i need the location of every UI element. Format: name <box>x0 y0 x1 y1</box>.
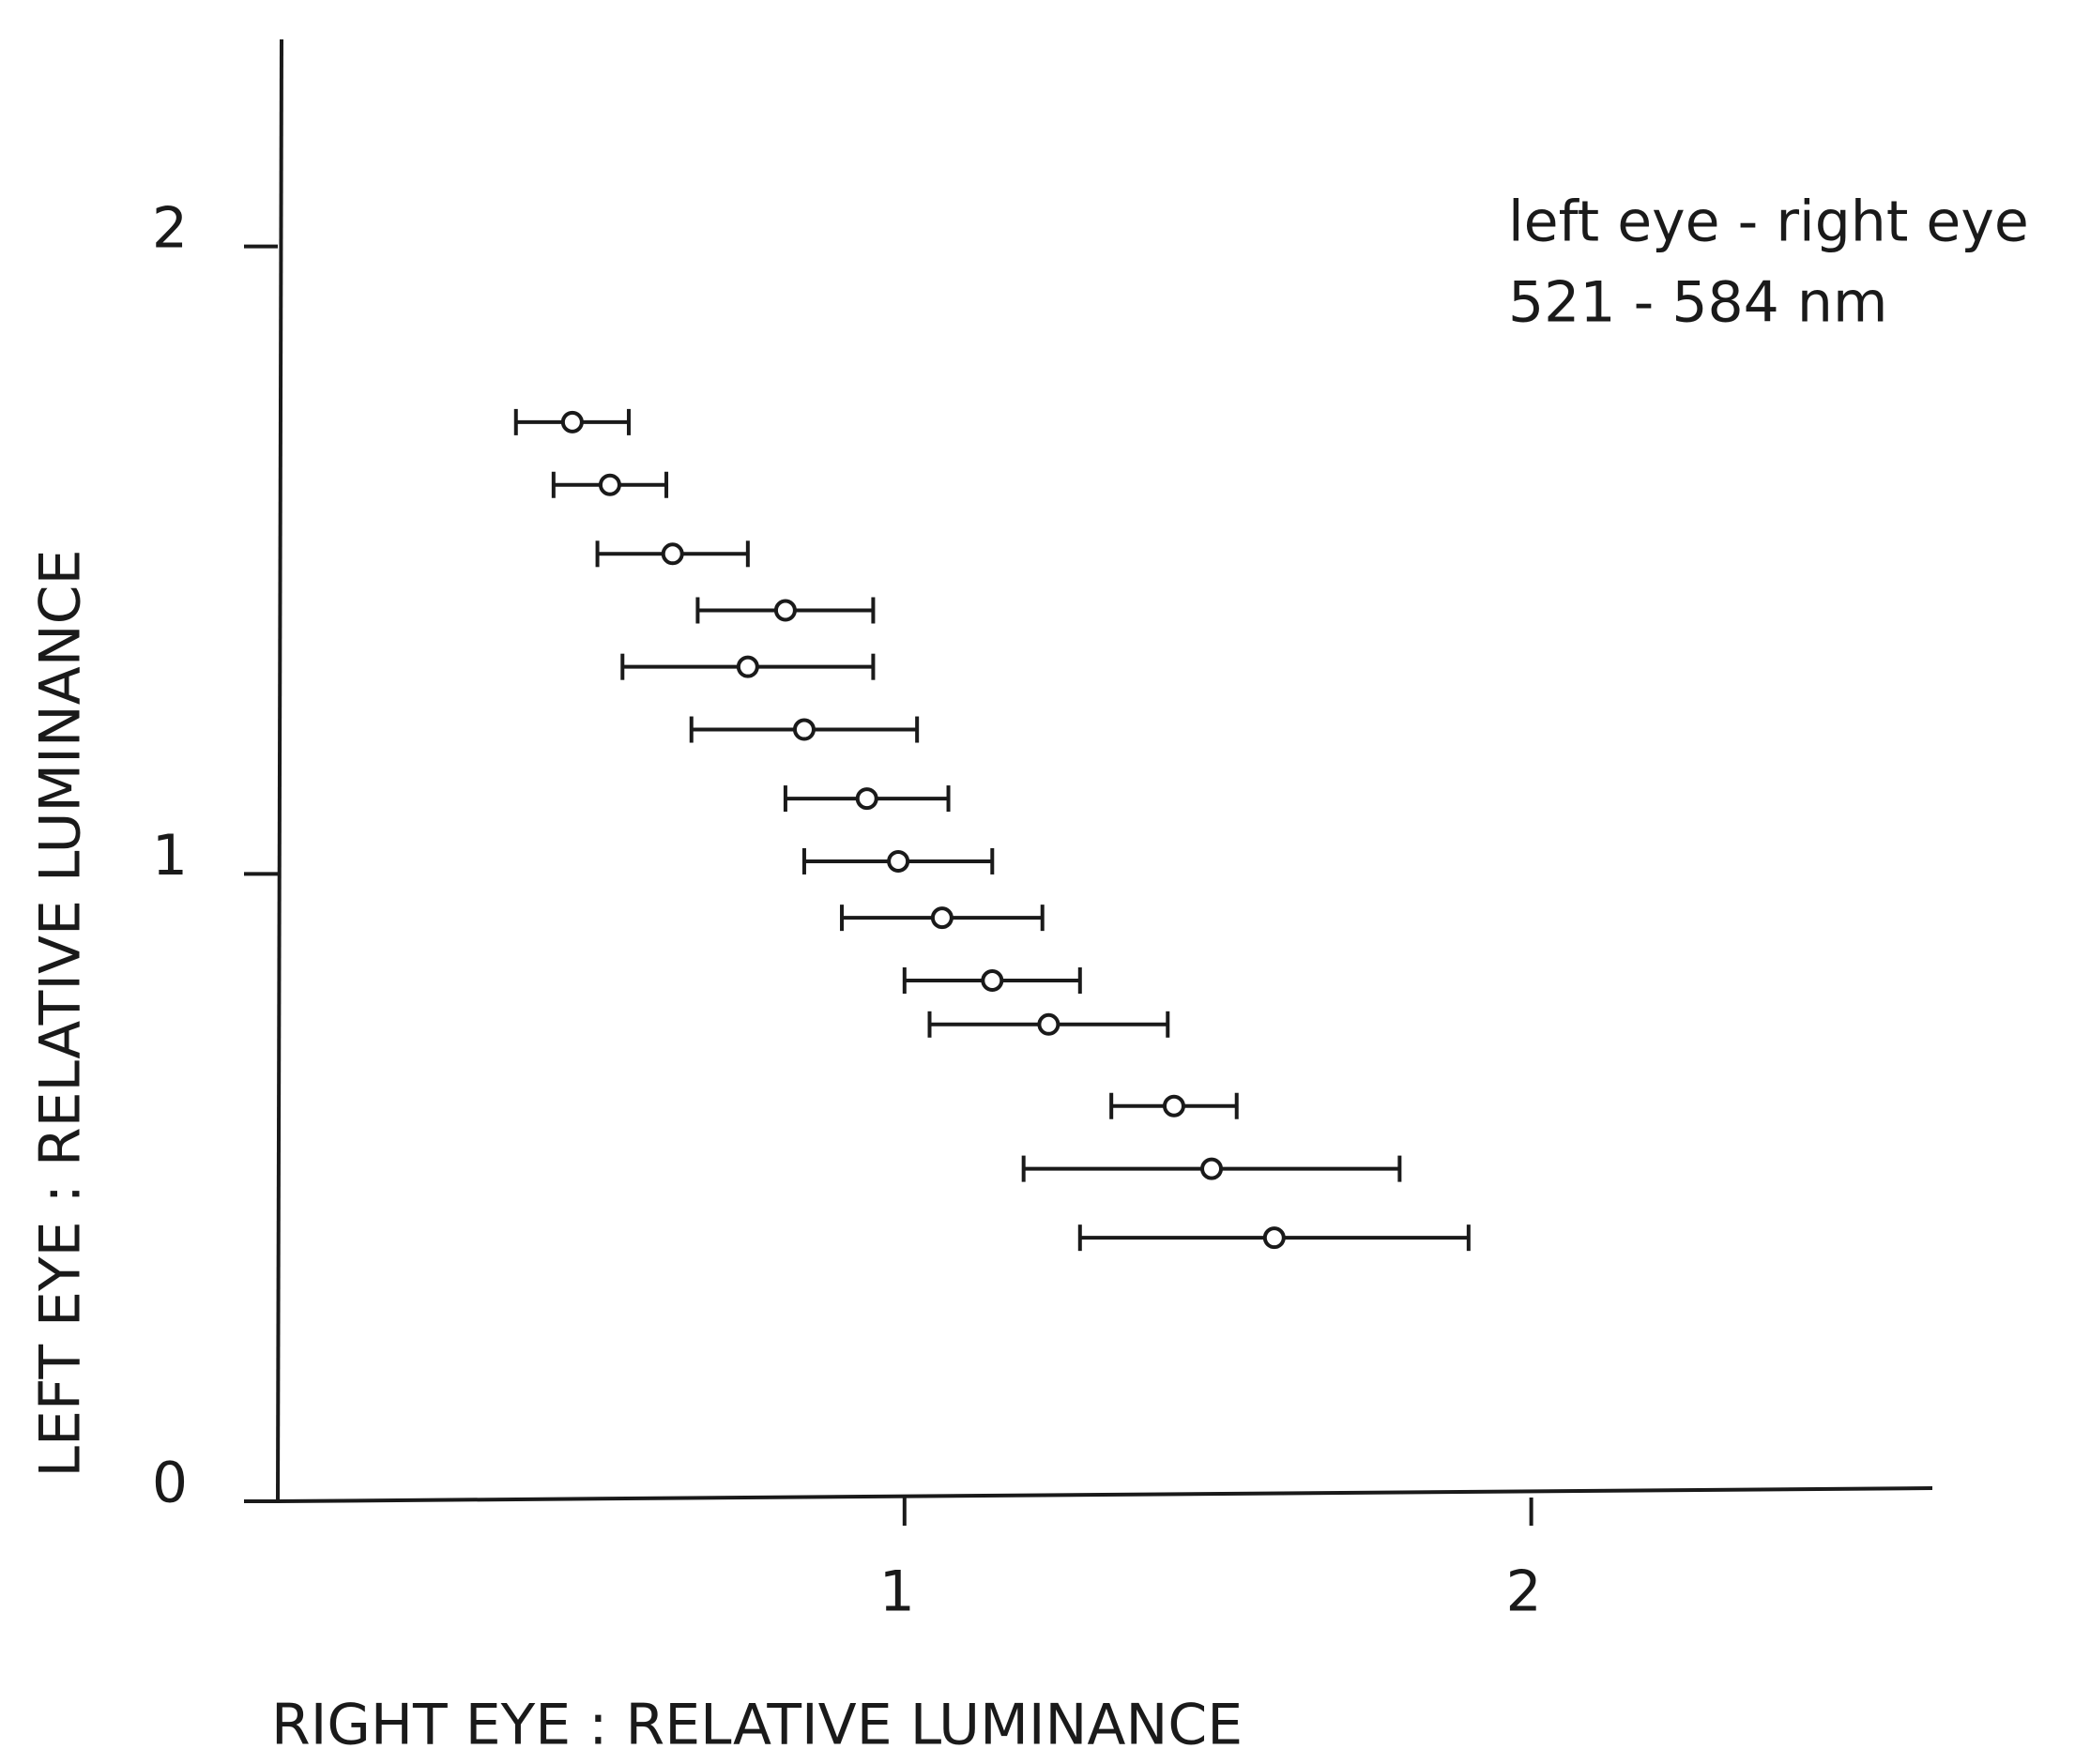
annotation: left eye - right eye <box>1508 190 2029 255</box>
point <box>855 787 878 811</box>
y-tick-label: 0 <box>152 1451 188 1516</box>
point <box>661 542 684 566</box>
x-axis-label: RIGHT EYE : RELATIVE LUMINANCE <box>271 1693 1243 1758</box>
point <box>887 849 910 873</box>
point <box>598 473 621 496</box>
point <box>736 655 759 678</box>
point <box>1037 1012 1060 1036</box>
point <box>930 906 954 930</box>
x-tick-label: 1 <box>879 1559 915 1625</box>
x-tick-label: 2 <box>1506 1559 1542 1625</box>
y-axis-label: LEFT EYE : RELATIVE LUMINANCE <box>28 550 94 1478</box>
y-tick-label: 2 <box>152 195 188 261</box>
point <box>981 969 1004 993</box>
annotation: 521 - 584 nm <box>1508 270 1887 336</box>
y-tick-label: 1 <box>152 823 188 889</box>
point <box>560 410 584 433</box>
point <box>792 718 816 741</box>
y-axis <box>276 38 283 1502</box>
point <box>1200 1157 1224 1180</box>
point <box>1262 1226 1286 1250</box>
point <box>1162 1094 1185 1118</box>
x-axis <box>277 1486 1933 1503</box>
point <box>773 599 797 622</box>
